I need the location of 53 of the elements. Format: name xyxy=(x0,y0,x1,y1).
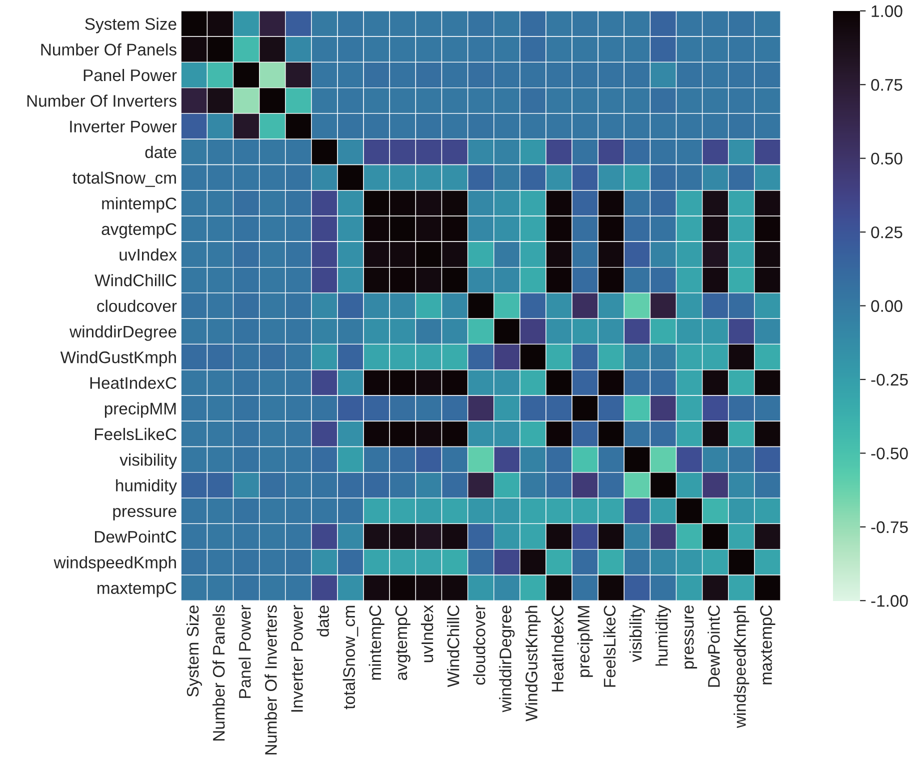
x-tick-label: uvIndex xyxy=(420,604,434,662)
x-tick-label: HeatIndexC xyxy=(551,605,564,692)
x-tick-label: windspeedKmph xyxy=(734,606,750,728)
y-tick-label: visibility xyxy=(120,454,177,470)
color-bar-label: -1.00 xyxy=(871,595,908,607)
color-bar-label: -0.75 xyxy=(871,521,908,534)
x-tick-label: WindChillC xyxy=(447,605,460,688)
y-tick-label: precipMM xyxy=(104,402,176,418)
x-tick-label: pressure xyxy=(684,606,698,669)
y-tick-label: cloudcover xyxy=(97,300,177,312)
y-tick-label: avgtempC xyxy=(102,223,176,238)
color-bar-label: 0.00 xyxy=(871,300,902,312)
x-tick-label: maxtempC xyxy=(760,605,776,684)
y-tick-label: mintempC xyxy=(102,197,176,213)
color-bar-label: 0.50 xyxy=(871,152,902,165)
x-tick-label: cloudcover xyxy=(473,605,486,685)
x-tick-label: Inverter Power xyxy=(291,605,303,712)
color-bar-label: -0.50 xyxy=(871,448,908,460)
y-tick-label: winddirDegree xyxy=(70,325,176,341)
y-tick-label: uvIndex xyxy=(120,248,177,261)
y-tick-label: System Size xyxy=(85,18,176,34)
y-tick-label: HeatIndexC xyxy=(90,376,176,389)
x-tick-label: Number Of Inverters xyxy=(264,605,277,754)
y-tick-label: totalSnow_cm xyxy=(72,172,176,187)
y-tick-label: date xyxy=(145,146,176,158)
x-tick-label: mintempC xyxy=(368,605,384,680)
x-tick-label: precipMM xyxy=(577,606,593,677)
y-tick-label: pressure xyxy=(113,508,176,520)
y-tick-label: DewPointC xyxy=(95,530,176,543)
x-tick-label: avgtempC xyxy=(395,605,410,680)
y-tick-label: Inverter Power xyxy=(70,120,177,132)
y-tick-label: WindGustKmph xyxy=(60,350,176,367)
y-tick-label: Panel Power xyxy=(84,68,177,82)
color-bar-label: -0.25 xyxy=(871,374,908,386)
y-tick-label: humidity xyxy=(116,479,177,495)
x-tick-label: date xyxy=(316,606,329,637)
color-bar-label: 0.75 xyxy=(871,79,902,91)
x-tick-label: DewPointC xyxy=(708,605,720,687)
x-tick-label: FeelsLikeC xyxy=(603,605,616,687)
y-tick-label: Number Of Panels xyxy=(41,43,176,56)
x-tick-label: totalSnow_cm xyxy=(342,606,358,710)
y-tick-label: WindChillC xyxy=(94,274,176,286)
color-bar-label: 0.25 xyxy=(871,226,902,238)
x-tick-label: winddirDegree xyxy=(499,606,515,712)
y-tick-label: FeelsLikeC xyxy=(95,428,176,440)
x-tick-label: visibility xyxy=(629,604,645,662)
y-tick-label: maxtempC xyxy=(98,582,176,598)
x-tick-label: WindGustKmph xyxy=(525,606,541,722)
x-tick-label: humidity xyxy=(655,604,672,666)
color-bar-label: 1.00 xyxy=(872,5,902,18)
y-tick-label: windspeedKmph xyxy=(54,556,176,572)
y-tick-label: Number Of Inverters xyxy=(27,94,176,107)
x-tick-label: Panel Power xyxy=(238,605,251,698)
